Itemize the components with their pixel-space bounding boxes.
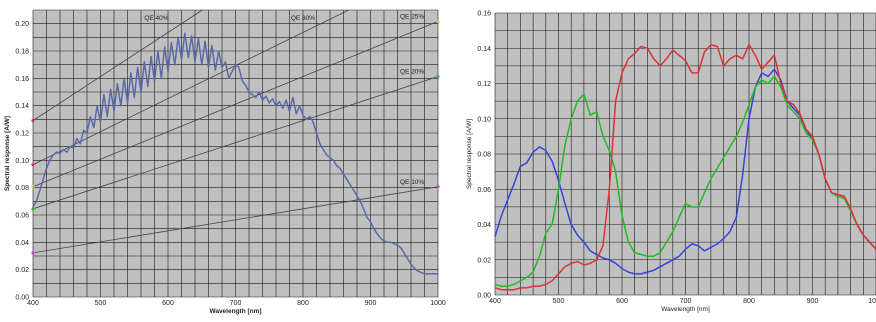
qe-line-marker (31, 207, 35, 211)
x-tick-label: 400 (27, 300, 39, 307)
y-tick-label: 0.04 (477, 222, 491, 229)
right-chart: 400 500 600 700 800 900 1000 0.00 0.02 0.04 0.06 0.… (466, 11, 876, 313)
y-tick-label: 0.02 (477, 257, 491, 264)
y-tick-label: 0.14 (477, 46, 491, 53)
y-tick-label: 0.12 (477, 81, 491, 88)
y-tick-label: 0.14 (15, 103, 29, 110)
y-tick-label: 0.20 (15, 21, 29, 28)
grid-lines (32, 9, 439, 298)
y-tick-label: 0.06 (15, 213, 29, 220)
qe-line-marker (31, 185, 35, 189)
y-tick-label: 0.10 (477, 116, 491, 123)
qe-line-label: QE 25% (400, 13, 424, 20)
y-tick-label: 0.18 (15, 49, 29, 56)
y-axis-title: Spectral response [A/W] (466, 119, 473, 189)
y-tick-label: 0.06 (477, 187, 491, 194)
x-axis-title: Wavelength [nm] (209, 308, 261, 315)
y-tick-label: 0.10 (15, 158, 29, 165)
qe-line-marker (436, 185, 440, 189)
x-axis-title: Wavelength [nm] (661, 306, 710, 313)
qe-line (32, 9, 350, 166)
x-tick-label: 800 (743, 298, 755, 305)
qe-line (32, 186, 439, 254)
x-tick-label: 600 (616, 298, 628, 305)
qe-line-label: QE 30% (291, 15, 315, 22)
left-chart: QE 40% QE 30% QE 25% QE 20% QE 10% 400 500 600 7… (4, 9, 446, 315)
qe-line (32, 76, 439, 210)
y-tick-label: 0.16 (477, 11, 491, 18)
x-tick-label: 600 (162, 300, 174, 307)
y-tick-label: 0.12 (15, 131, 29, 138)
x-tick-label: 400 (489, 298, 501, 305)
qe-line-label: QE 20% (400, 69, 424, 76)
grid-lines (494, 12, 876, 296)
series-line (494, 75, 876, 287)
qe-line-marker (31, 163, 35, 167)
y-axis-title: Spectral response [A/W] (4, 116, 11, 191)
y-tick-label: 0.00 (477, 293, 491, 300)
y-tick-label: 0.08 (15, 185, 29, 192)
x-tick-label: 900 (807, 298, 819, 305)
qe-line (32, 9, 203, 121)
x-tick-label: 1000 (868, 298, 876, 305)
qe-line-marker (31, 119, 35, 123)
qe-reference-lines (32, 9, 439, 254)
y-tick-label: 0.00 (15, 295, 29, 302)
x-tick-label: 800 (297, 300, 309, 307)
qe-line-label: QE 40% (144, 15, 168, 22)
y-tick-label: 0.04 (15, 240, 29, 247)
y-tick-label: 0.02 (15, 267, 29, 274)
x-tick-label: 500 (95, 300, 107, 307)
y-tick-label: 0.08 (477, 152, 491, 159)
x-tick-label: 500 (553, 298, 565, 305)
qe-line (32, 21, 439, 188)
x-tick-label: 900 (365, 300, 377, 307)
qe-line-label: QE 10% (400, 179, 424, 186)
y-tick-label: 0.16 (15, 76, 29, 83)
qe-line-marker (436, 19, 440, 24)
x-tick-label: 1000 (430, 300, 446, 307)
x-tick-label: 700 (680, 298, 692, 305)
series-line (32, 32, 438, 275)
qe-line-marker (436, 74, 440, 79)
x-tick-label: 700 (230, 300, 242, 307)
series-line (494, 43, 876, 291)
qe-line-marker (31, 251, 35, 255)
